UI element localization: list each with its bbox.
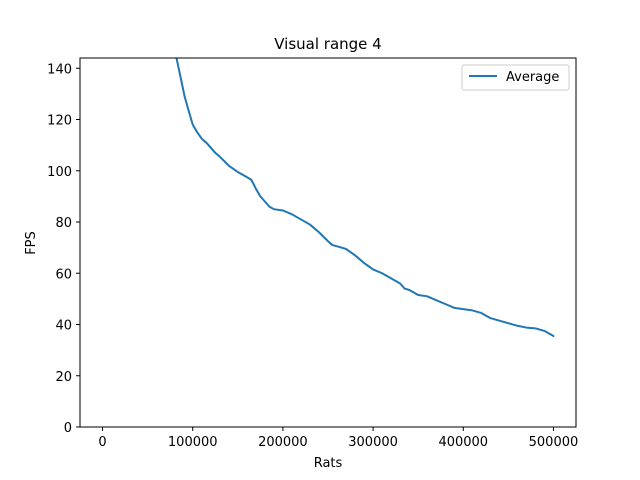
y-tick-label: 40 [55,319,72,334]
y-axis: 0 20 40 60 80 100 120 140 [47,62,80,436]
y-tick-label: 20 [55,370,72,385]
y-tick-label: 120 [47,114,72,129]
x-tick-label: 400000 [438,435,488,450]
legend-box [461,64,570,91]
x-tick-label: 500000 [529,435,579,450]
series-line-average [175,58,555,338]
y-tick-label: 60 [55,267,72,282]
x-tick-label: 300000 [348,435,398,450]
plot-frame [79,57,577,428]
x-tick-label: 0 [98,435,106,450]
legend: Average [461,64,570,91]
y-axis-label: FPS [24,231,39,255]
chart-title: Visual range 4 [274,35,381,53]
y-tick-label: 100 [47,165,72,180]
x-tick-label: 100000 [168,435,218,450]
x-axis-label: Rats [314,456,343,471]
y-tick-label: 0 [64,421,72,436]
y-tick-label: 80 [55,216,72,231]
legend-label-average: Average [506,70,559,85]
x-axis: 0 100000 200000 300000 400000 500000 [98,427,578,450]
y-tick-label: 140 [47,62,72,77]
x-tick-label: 200000 [258,435,308,450]
series-layer [175,58,555,338]
